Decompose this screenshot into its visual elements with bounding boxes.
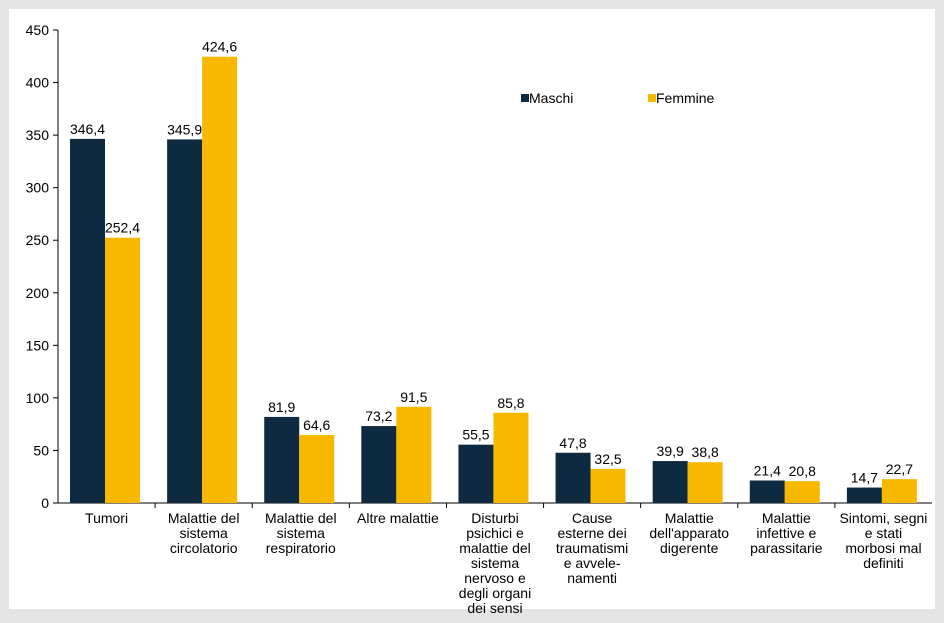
category-label: Sintomi, segni e stati morbosi mal definiti	[839, 510, 927, 571]
bar-femmine-4	[493, 412, 529, 503]
category-label: Malattie del sistema circolatorio	[168, 510, 240, 556]
bar-maschi-4	[458, 444, 494, 503]
data-label-femmine: 32,5	[594, 451, 621, 467]
data-label-femmine: 424,6	[202, 39, 237, 55]
bar-femmine-5	[590, 468, 626, 503]
bar-maschi-0	[70, 138, 105, 503]
data-label-maschi: 21,4	[754, 463, 781, 479]
legend-label-maschi: Maschi	[529, 90, 573, 106]
bar-femmine-8	[881, 479, 917, 503]
legend-swatch-maschi	[521, 94, 529, 102]
data-label-maschi: 345,9	[167, 121, 202, 137]
plot-background	[9, 9, 935, 609]
data-label-maschi: 73,2	[365, 408, 392, 424]
bar-femmine-0	[105, 237, 140, 503]
data-label-maschi: 81,9	[268, 399, 295, 415]
legend-label-femmine: Femmine	[656, 90, 715, 106]
y-tick-label: 50	[33, 442, 49, 458]
data-label-maschi: 39,9	[657, 443, 684, 459]
category-label: Malattie infettive e parassitarie	[750, 510, 823, 556]
data-label-maschi: 346,4	[70, 121, 105, 137]
data-label-maschi: 55,5	[462, 427, 489, 443]
bar-maschi-8	[846, 487, 882, 503]
category-label: Altre malattie	[357, 510, 439, 526]
y-tick-label: 150	[26, 337, 50, 353]
data-label-femmine: 20,8	[789, 463, 816, 479]
category-label: Tumori	[85, 510, 128, 526]
data-label-femmine: 85,8	[497, 395, 524, 411]
data-label-femmine: 22,7	[886, 461, 913, 477]
data-label-femmine: 91,5	[400, 389, 427, 405]
bar-maschi-5	[555, 452, 591, 503]
bar-maschi-1	[167, 139, 203, 504]
y-tick-label: 200	[26, 285, 50, 301]
y-tick-label: 250	[26, 232, 50, 248]
y-tick-label: 100	[26, 390, 50, 406]
bar-femmine-1	[202, 56, 238, 504]
data-label-maschi: 14,7	[851, 470, 878, 486]
category-label: Malattie dell'apparato digerente	[649, 510, 729, 556]
bar-femmine-3	[396, 406, 432, 503]
category-label: Disturbi psichici e malattie del sistema ner…	[459, 510, 531, 616]
data-label-femmine: 38,8	[692, 444, 719, 460]
bar-maschi-7	[749, 480, 785, 503]
bar-femmine-2	[299, 435, 335, 503]
y-tick-label: 0	[41, 495, 49, 511]
category-label: Malattie del sistema respiratorio	[265, 510, 337, 556]
y-tick-label: 350	[26, 127, 50, 143]
legend-swatch-femmine	[648, 94, 656, 102]
data-label-maschi: 47,8	[559, 435, 586, 451]
y-tick-label: 300	[26, 180, 50, 196]
category-label: Cause esterne dei traumatismi e avvele-name…	[556, 510, 628, 586]
bar-maschi-2	[264, 416, 300, 503]
bar-femmine-7	[784, 481, 820, 503]
data-label-femmine: 252,4	[105, 220, 140, 236]
bar-maschi-6	[652, 461, 688, 503]
bar-femmine-6	[687, 462, 723, 503]
y-tick-label: 450	[26, 22, 50, 38]
bar-maschi-3	[361, 426, 397, 503]
y-tick-label: 400	[26, 75, 50, 91]
data-label-femmine: 64,6	[303, 417, 330, 433]
